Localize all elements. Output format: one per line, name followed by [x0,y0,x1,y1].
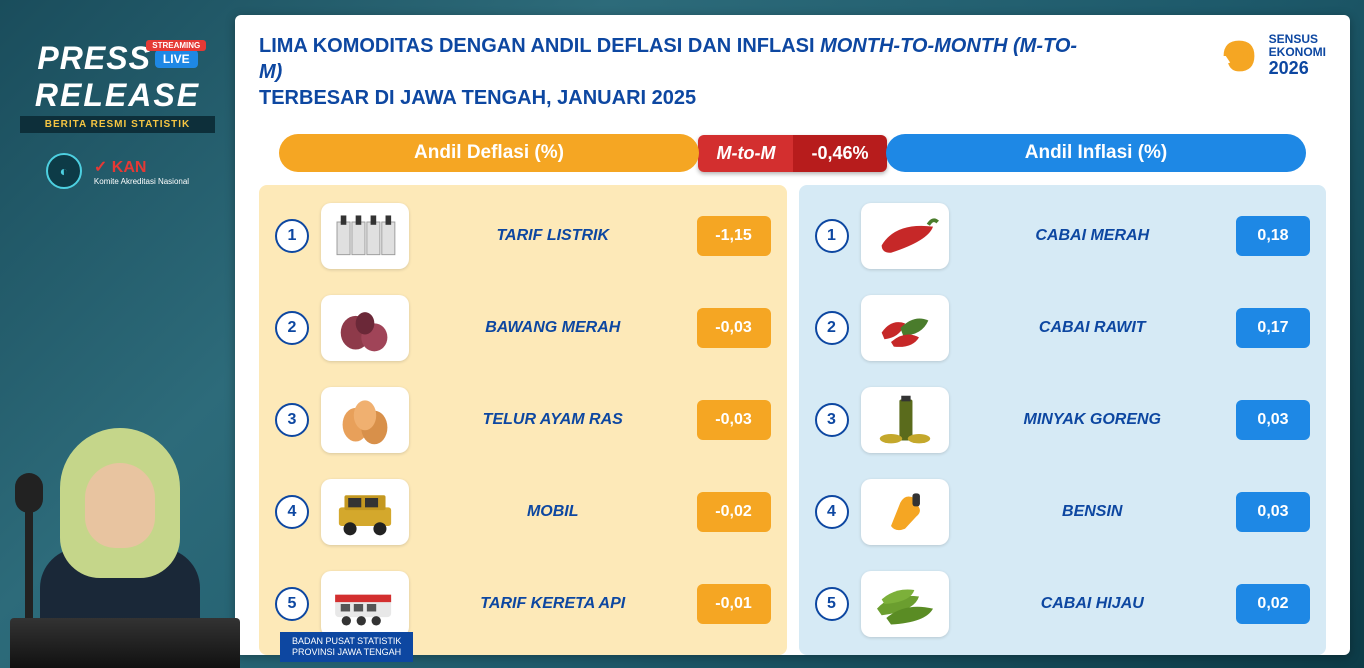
list-item: 2 BAWANG MERAH -0,03 [275,289,771,367]
value-badge: -1,15 [697,216,771,256]
kan-logo: ✓ KAN Komite Akreditasi Nasional [94,157,189,186]
commodity-name: CABAI HIJAU [961,595,1225,613]
value-badge: -0,03 [697,308,771,348]
footer-l2: PROVINSI JAWA TENGAH [292,647,401,658]
sensus-year: 2026 [1269,59,1326,79]
mtom-label: M-to-M [698,135,793,172]
press-release-logo: PRESS STREAMING LIVE RELEASE BERITA RESM… [20,40,215,133]
commodity-icon [321,295,409,361]
rank-badge: 1 [275,219,309,253]
list-item: 5 TARIF KERETA API -0,01 [275,565,771,643]
commodity-name: TELUR AYAM RAS [421,411,685,429]
inflasi-column: 1 CABAI MERAH 0,18 2 CABAI RAWIT 0,17 3 MINYAK … [799,185,1327,655]
value-badge: 0,03 [1236,492,1310,532]
sensus-logo: SENSUS EKONOMI 2026 [1217,33,1326,79]
list-item: 3 MINYAK GORENG 0,03 [815,381,1311,459]
bps-logo-icon: ◐ [46,153,82,189]
footer-credit: BADAN PUSAT STATISTIK PROVINSI JAWA TENG… [280,632,413,662]
rank-badge: 1 [815,219,849,253]
value-badge: 0,18 [1236,216,1310,256]
main-title: LIMA KOMODITAS DENGAN ANDIL DEFLASI DAN … [259,33,1079,111]
commodity-name: CABAI RAWIT [961,319,1225,337]
commodity-name: CABAI MERAH [961,227,1225,245]
mtom-value: -0,46% [793,135,886,172]
commodity-icon [861,203,949,269]
mtom-badge: M-to-M -0,46% [698,135,886,172]
inflasi-pill: Andil Inflasi (%) [886,134,1306,172]
commodity-icon [321,479,409,545]
commodity-name: TARIF KERETA API [421,595,685,613]
commodity-icon [321,387,409,453]
rank-badge: 5 [275,587,309,621]
rank-badge: 3 [275,403,309,437]
list-item: 4 BENSIN 0,03 [815,473,1311,551]
main-panel: LIMA KOMODITAS DENGAN ANDIL DEFLASI DAN … [235,15,1350,655]
list-item: 1 CABAI MERAH 0,18 [815,197,1311,275]
rank-badge: 3 [815,403,849,437]
rank-badge: 2 [275,311,309,345]
kan-label: ✓ KAN [94,157,189,177]
presenter-overlay [10,408,240,668]
list-item: 3 TELUR AYAM RAS -0,03 [275,381,771,459]
sensus-text: SENSUS EKONOMI 2026 [1269,33,1326,79]
rank-badge: 4 [275,495,309,529]
rank-badge: 5 [815,587,849,621]
value-badge: 0,02 [1236,584,1310,624]
commodity-icon [321,571,409,637]
streaming-label: STREAMING [146,40,206,51]
value-badge: 0,17 [1236,308,1310,348]
commodity-name: BAWANG MERAH [421,319,685,337]
title-line2: TERBESAR DI JAWA TENGAH, JANUARI 2025 [259,87,696,109]
rank-badge: 2 [815,311,849,345]
live-badge: STREAMING LIVE [155,50,198,68]
list-item: 5 CABAI HIJAU 0,02 [815,565,1311,643]
list-item: 4 MOBIL -0,02 [275,473,771,551]
press-label: PRESS [37,40,150,77]
list-item: 2 CABAI RAWIT 0,17 [815,289,1311,367]
commodity-name: TARIF LISTRIK [421,227,685,245]
commodity-name: MINYAK GORENG [961,411,1225,429]
title-row: LIMA KOMODITAS DENGAN ANDIL DEFLASI DAN … [259,33,1326,111]
title-line1: LIMA KOMODITAS DENGAN ANDIL DEFLASI DAN … [259,35,820,57]
value-badge: -0,01 [697,584,771,624]
commodity-name: BENSIN [961,503,1225,521]
deflasi-column: 1 TARIF LISTRIK -1,15 2 BAWANG MERAH -0,03 3 TE… [259,185,787,655]
commodity-icon [861,295,949,361]
commodity-icon [321,203,409,269]
deflasi-pill: Andil Deflasi (%) [279,134,699,172]
commodity-name: MOBIL [421,503,685,521]
commodity-icon [861,387,949,453]
header-pills: Andil Deflasi (%) M-to-M -0,46% Andil In… [259,131,1326,175]
list-item: 1 TARIF LISTRIK -1,15 [275,197,771,275]
kan-sub-label: Komite Akreditasi Nasional [94,177,189,186]
laptop-icon [10,618,240,668]
live-label: LIVE [163,52,190,66]
value-badge: 0,03 [1236,400,1310,440]
release-label: RELEASE [20,77,215,114]
value-badge: -0,02 [697,492,771,532]
rank-badge: 4 [815,495,849,529]
commodity-icon [861,571,949,637]
accreditation-logos: ◐ ✓ KAN Komite Akreditasi Nasional [20,153,215,189]
footer-l1: BADAN PUSAT STATISTIK [292,636,401,647]
columns: 1 TARIF LISTRIK -1,15 2 BAWANG MERAH -0,03 3 TE… [259,185,1326,655]
commodity-icon [861,479,949,545]
value-badge: -0,03 [697,400,771,440]
sensus-icon [1217,34,1261,78]
subtitle-label: BERITA RESMI STATISTIK [20,116,215,133]
